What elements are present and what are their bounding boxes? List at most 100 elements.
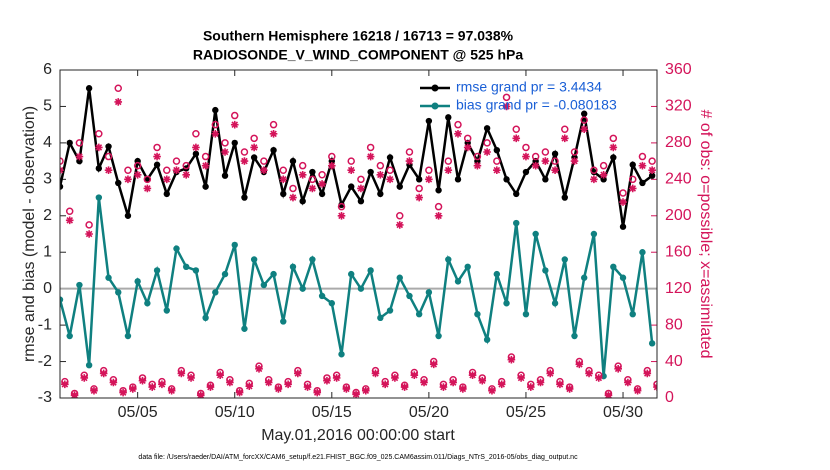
possible-marker xyxy=(172,157,181,165)
chart-title: RADIOSONDE_V_WIND_COMPONENT @ 525 hPa xyxy=(193,47,523,63)
point xyxy=(483,125,491,132)
point xyxy=(435,187,442,194)
legend-label: bias grand pr = -0.080183 xyxy=(456,97,617,113)
point xyxy=(445,114,452,121)
possible-marker xyxy=(580,116,588,124)
y2-tick-label: 360 xyxy=(665,61,692,78)
possible-marker xyxy=(192,130,200,138)
possible-marker xyxy=(522,143,530,152)
point xyxy=(192,150,200,158)
point xyxy=(260,281,268,289)
plot-area xyxy=(60,84,657,398)
plot-frame xyxy=(59,69,658,399)
point xyxy=(270,146,277,154)
point xyxy=(338,201,345,209)
assimilated-marker xyxy=(172,166,181,175)
possible-marker xyxy=(124,166,132,174)
assimilated-marker xyxy=(507,355,516,364)
point xyxy=(105,143,112,150)
point xyxy=(406,292,413,300)
point xyxy=(551,300,559,307)
point xyxy=(318,292,326,300)
point xyxy=(250,154,258,161)
assimilated-marker xyxy=(303,383,312,391)
assimilated-marker xyxy=(405,157,414,165)
assimilated-marker xyxy=(95,143,103,152)
point xyxy=(289,263,297,270)
assimilated-marker xyxy=(85,230,93,238)
assimilated-marker xyxy=(162,175,171,184)
assimilated-marker xyxy=(99,369,108,378)
assimilated-marker xyxy=(604,391,613,398)
assimilated-marker xyxy=(323,376,331,385)
point xyxy=(124,212,132,219)
point xyxy=(153,267,161,274)
assimilated-marker xyxy=(240,157,249,165)
point xyxy=(202,314,209,322)
possible-marker xyxy=(541,148,550,156)
point xyxy=(367,168,374,176)
y2-tick-label: 120 xyxy=(665,280,692,297)
assimilated-marker xyxy=(609,143,618,152)
assimilated-marker xyxy=(250,143,258,152)
point xyxy=(221,172,229,179)
point xyxy=(522,310,530,318)
point xyxy=(590,168,598,176)
assimilated-marker xyxy=(75,152,84,161)
assimilated-marker xyxy=(230,120,239,129)
point xyxy=(386,154,394,161)
point xyxy=(522,168,530,176)
assimilated-marker xyxy=(522,152,530,161)
assimilated-marker xyxy=(313,388,322,397)
assimilated-marker xyxy=(177,369,186,378)
assimilated-marker xyxy=(580,125,588,134)
assimilated-marker xyxy=(585,369,593,378)
assimilated-marker xyxy=(638,161,647,170)
possible-marker xyxy=(405,148,414,156)
point xyxy=(503,300,510,307)
assimilated-marker xyxy=(546,369,555,378)
point xyxy=(600,176,607,183)
possible-marker xyxy=(609,134,618,143)
assimilated-marker xyxy=(381,380,389,389)
y2-tick-label: 40 xyxy=(665,353,683,370)
assimilated-marker xyxy=(279,175,288,184)
point xyxy=(542,267,549,274)
assimilated-marker xyxy=(361,386,370,395)
possible-marker xyxy=(473,152,482,161)
point xyxy=(348,183,355,190)
possible-marker xyxy=(75,139,84,147)
point xyxy=(280,190,287,198)
point xyxy=(377,314,384,322)
point xyxy=(60,183,64,190)
possible-marker xyxy=(502,93,511,102)
possible-marker xyxy=(653,380,657,389)
assimilated-marker xyxy=(124,175,132,184)
possible-marker xyxy=(65,207,74,215)
point xyxy=(648,340,656,347)
y2-tick-label: 80 xyxy=(665,316,683,333)
assimilated-marker xyxy=(347,166,356,175)
assimilated-marker xyxy=(624,378,632,387)
assimilated-marker xyxy=(415,193,423,202)
assimilated-marker xyxy=(575,360,584,369)
assimilated-marker xyxy=(269,129,278,138)
possible-marker xyxy=(347,157,355,165)
assimilated-marker xyxy=(119,388,127,397)
point xyxy=(192,267,200,274)
point xyxy=(66,139,73,147)
point xyxy=(250,256,258,263)
assimilated-marker xyxy=(551,166,559,175)
assimilated-marker xyxy=(386,175,394,184)
assimilated-marker xyxy=(226,378,234,387)
point xyxy=(231,241,238,249)
assimilated-marker xyxy=(531,161,540,170)
y2-tick-label: 240 xyxy=(665,171,692,188)
y2-tick-label: 280 xyxy=(665,134,692,151)
point xyxy=(105,274,112,281)
point xyxy=(561,256,568,263)
assimilated-marker xyxy=(129,385,137,393)
possible-marker xyxy=(366,143,375,152)
possible-marker xyxy=(386,166,394,174)
point xyxy=(425,289,433,296)
